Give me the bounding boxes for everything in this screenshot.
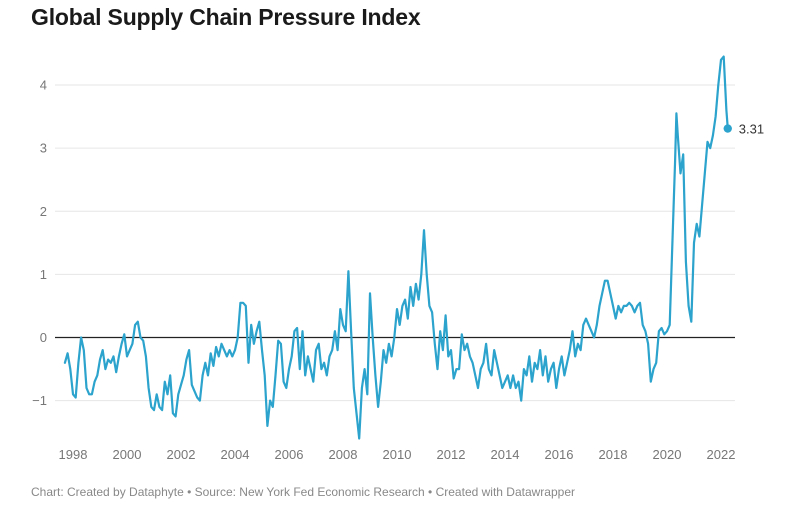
series-line	[63, 55, 729, 440]
grid-lines	[55, 84, 735, 402]
y-tick-label: 1	[40, 267, 47, 282]
x-tick-label: 2012	[437, 447, 466, 462]
y-tick-label: 2	[40, 204, 47, 219]
x-tick-label: 2002	[167, 447, 196, 462]
y-axis-ticks: −1 0 1 2 3 4	[32, 78, 47, 409]
end-point-marker	[723, 124, 732, 133]
x-tick-label: 2022	[707, 447, 736, 462]
x-tick-label: 2004	[221, 447, 250, 462]
y-tick-label: 0	[40, 330, 47, 345]
x-tick-label: 1998	[59, 447, 88, 462]
series-layer: 3.31	[63, 55, 764, 440]
x-tick-label: 2006	[275, 447, 304, 462]
chart-title: Global Supply Chain Pressure Index	[31, 4, 421, 30]
x-tick-label: 2014	[491, 447, 520, 462]
y-tick-label: 3	[40, 141, 47, 156]
chart-footer: Chart: Created by Dataphyte • Source: Ne…	[31, 485, 575, 499]
x-tick-label: 2020	[653, 447, 682, 462]
x-axis-ticks: 1998 2000 2002 2004 2006 2008 2010 2012 2014 2016…	[59, 447, 736, 462]
x-tick-label: 2018	[599, 447, 628, 462]
y-tick-label: 4	[40, 78, 47, 93]
y-tick-label: −1	[32, 393, 47, 408]
x-tick-label: 2008	[329, 447, 358, 462]
end-value-label: 3.31	[739, 122, 764, 137]
x-tick-label: 2000	[113, 447, 142, 462]
chart-area: −1 0 1 2 3 4 1998 2000 2002 2004 2006 2008 2010 2012…	[32, 55, 764, 462]
x-tick-label: 2016	[545, 447, 574, 462]
x-tick-label: 2010	[383, 447, 412, 462]
